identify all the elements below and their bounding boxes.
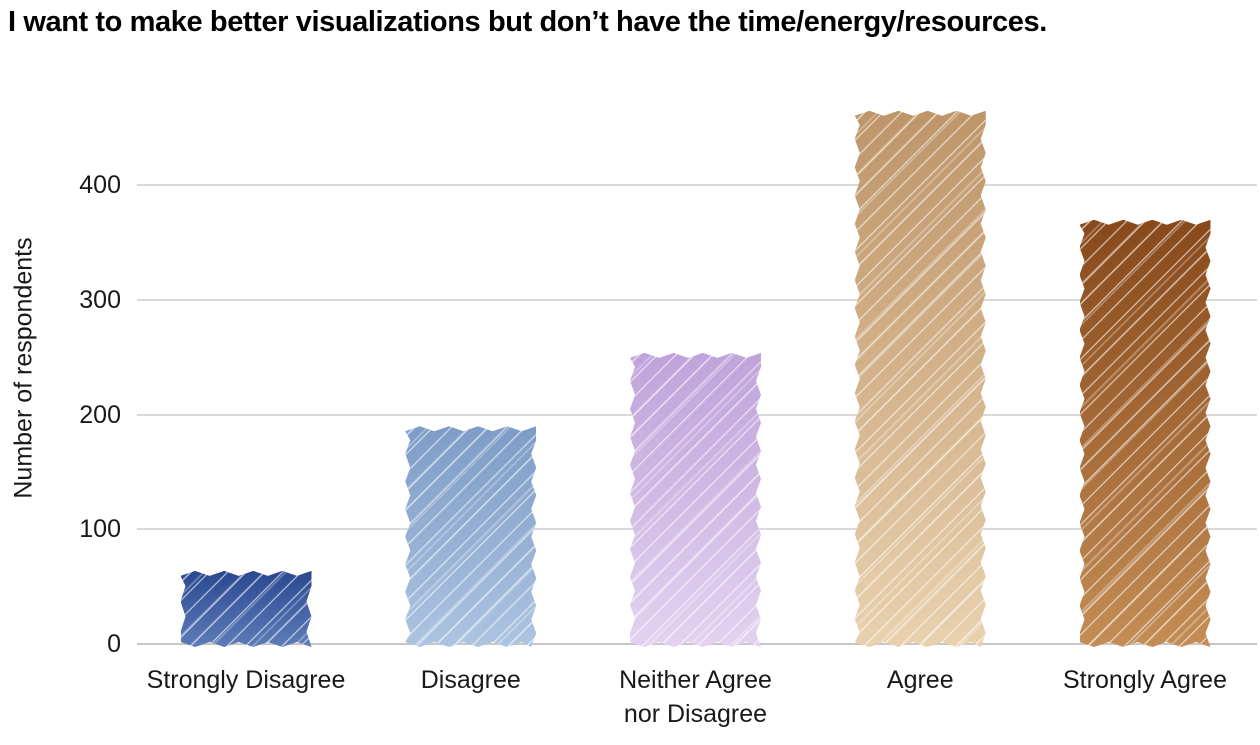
y-tick-label-0: 0 <box>107 630 121 658</box>
x-tick-label-strongly-disagree: Strongly Disagree <box>146 666 346 694</box>
x-tick-label-agree: Agree <box>886 666 954 694</box>
bar-strongly-disagree <box>180 570 312 647</box>
bar-strongly-agree <box>1079 219 1211 647</box>
x-tick-label-strongly-agree: Strongly Agree <box>1063 666 1227 694</box>
y-tick-label-100: 100 <box>79 515 121 544</box>
x-tick-label-disagree: Disagree <box>420 666 521 694</box>
bar-agree <box>854 110 986 647</box>
y-axis-label: Number of respondents <box>9 237 38 499</box>
gridline-400 <box>137 184 1257 186</box>
y-tick-label-200: 200 <box>79 400 121 429</box>
chart-title: I want to make better visualizations but… <box>8 6 1047 38</box>
gridline-300 <box>137 298 1257 301</box>
x-tick-label-neither-agree-nor-disagree: Neither Agree nor Disagree <box>619 666 772 728</box>
y-tick-label-400: 400 <box>79 171 121 199</box>
bar-disagree <box>405 426 537 647</box>
bar-neither-agree-nor-disagree <box>630 352 761 647</box>
y-tick-label-300: 300 <box>79 285 121 314</box>
